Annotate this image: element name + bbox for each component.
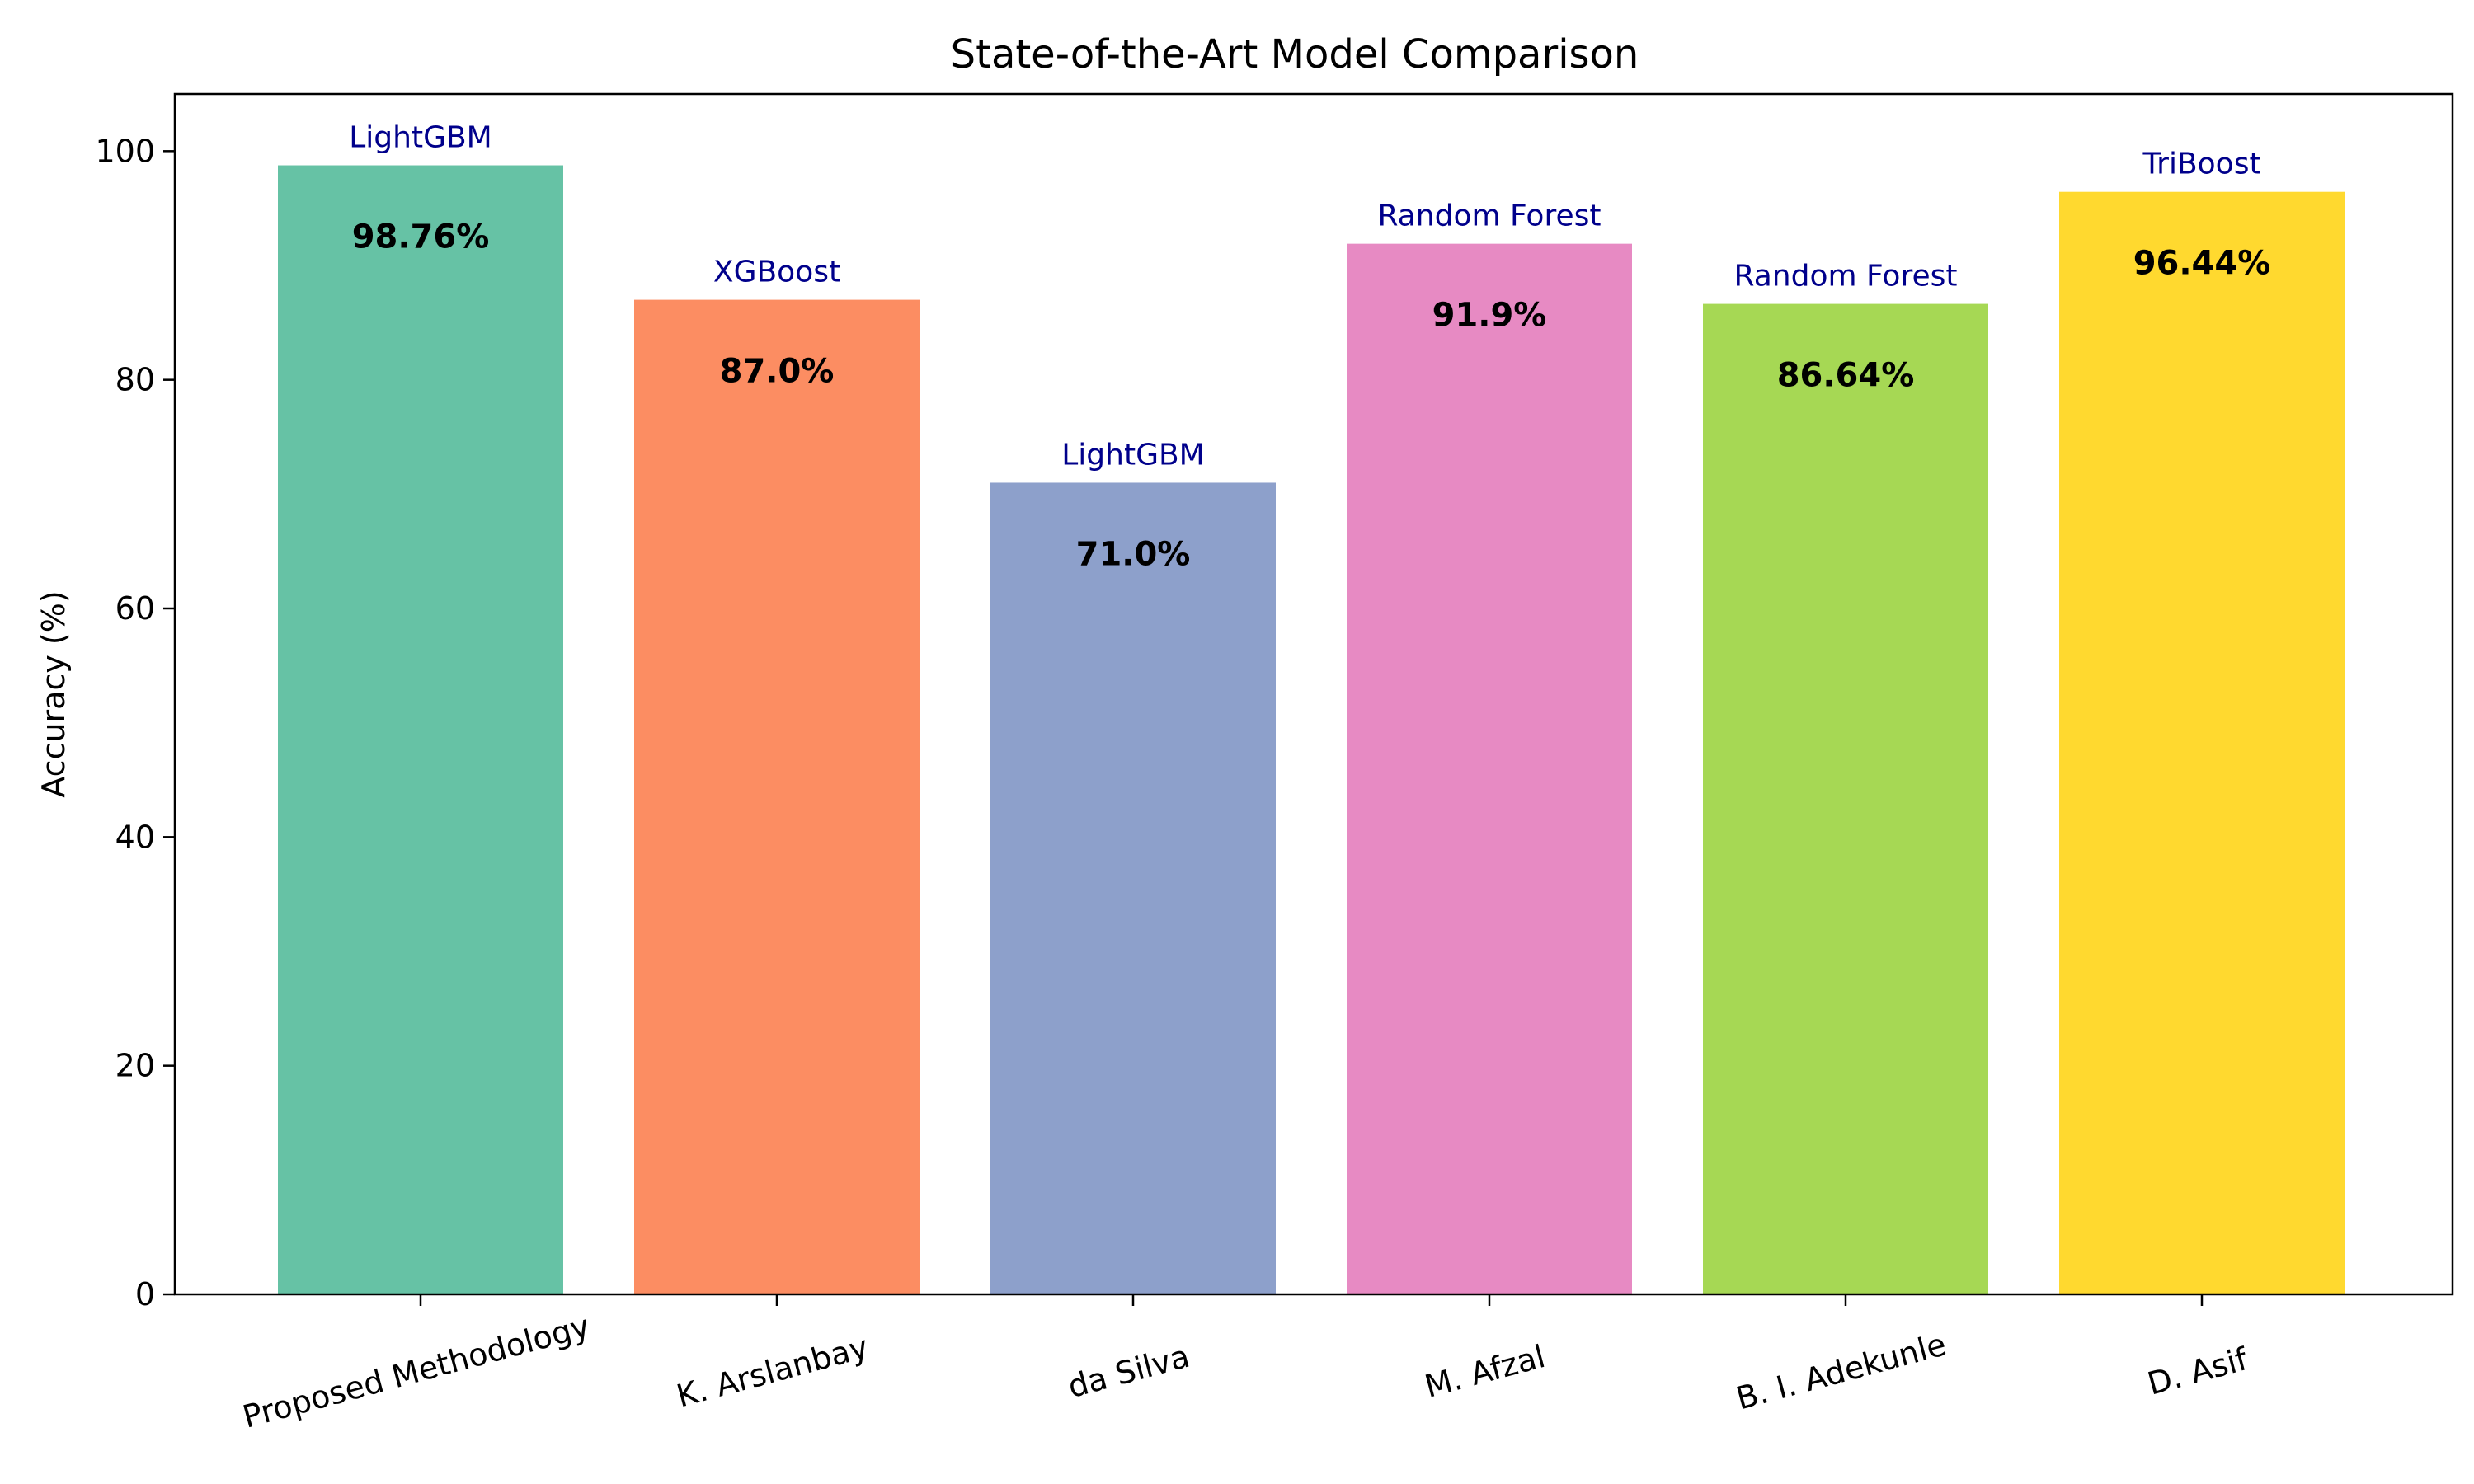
x-tick-label: K. Arslanbay [673, 1328, 872, 1414]
bar-da-silva [990, 482, 1276, 1294]
model-label: LightGBM [1061, 438, 1205, 472]
bar-k-arslanbay [634, 299, 920, 1295]
value-label: 71.0% [1076, 535, 1191, 573]
value-label: 96.44% [2133, 245, 2271, 283]
model-label: Random Forest [1734, 260, 1958, 294]
bars-layer [278, 165, 2345, 1295]
model-label: LightGBM [349, 121, 492, 155]
value-label: 98.76% [352, 218, 490, 256]
model-label: Random Forest [1378, 200, 1602, 233]
y-tick-label: 0 [135, 1276, 155, 1313]
bar-b-i-adekunle [1703, 303, 1988, 1294]
x-tick-label: M. Afzal [1421, 1338, 1549, 1405]
x-tick-label: D. Asif [2143, 1341, 2252, 1402]
bar-proposed-methodology [278, 165, 563, 1295]
y-tick-label: 40 [115, 819, 155, 855]
value-label: 91.9% [1432, 297, 1547, 335]
y-tick-label: 20 [115, 1048, 155, 1084]
x-tick-label: Proposed Methodology [239, 1308, 594, 1435]
value-label: 86.64% [1777, 357, 1915, 395]
model-label: TriBoost [2142, 148, 2260, 181]
plot-frame [173, 92, 2454, 1296]
bar-m-afzal [1347, 243, 1632, 1294]
y-axis-label: Accuracy (%) [35, 590, 72, 797]
y-tick-label: 100 [95, 133, 155, 169]
model-label: XGBoost [713, 256, 840, 289]
x-tick-label: da Silva [1064, 1338, 1193, 1405]
y-tick-label: 60 [115, 590, 155, 627]
y-tick-label: 80 [115, 362, 155, 398]
bar-d-asif [2059, 191, 2345, 1294]
labels-layer: LightGBM 98.76% XGBoost 87.0% LightGBM 71.0% R… [349, 121, 2270, 574]
value-label: 87.0% [720, 353, 835, 391]
chart-title: State-of-the-Art Model Comparison [951, 31, 1639, 77]
x-tick-label: B. I. Adekunle [1733, 1326, 1950, 1416]
